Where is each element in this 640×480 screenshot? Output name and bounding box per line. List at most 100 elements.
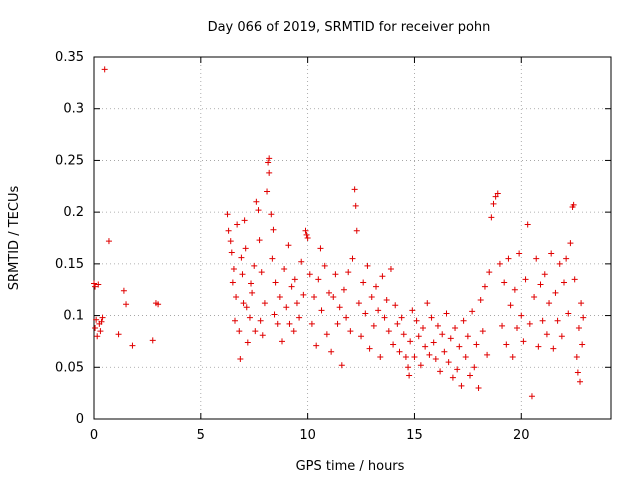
data-point [370, 322, 377, 329]
data-point [149, 337, 156, 344]
data-point [392, 302, 399, 309]
data-point [248, 280, 255, 287]
data-point [101, 66, 108, 73]
data-point [426, 351, 433, 358]
y-axis-label: SRMTID / TECUs [7, 186, 22, 291]
data-point [366, 345, 373, 352]
data-point [441, 348, 448, 355]
data-point [364, 262, 371, 269]
data-point [571, 276, 578, 283]
data-point [578, 300, 585, 307]
data-point [546, 300, 553, 307]
data-point [311, 293, 318, 300]
data-point [303, 231, 310, 238]
data-point [535, 343, 542, 350]
data-point [377, 353, 384, 360]
data-point [580, 314, 587, 321]
data-point [400, 331, 407, 338]
data-point [321, 262, 328, 269]
x-tick-label: 20 [513, 428, 530, 443]
data-point [268, 211, 275, 218]
data-point [413, 317, 420, 324]
data-point [343, 314, 350, 321]
data-point [323, 331, 330, 338]
data-point [573, 353, 580, 360]
data-point [522, 276, 529, 283]
data-point [281, 266, 288, 273]
data-point [486, 269, 493, 276]
data-point [271, 311, 278, 318]
data-point [229, 279, 236, 286]
data-point [381, 314, 388, 321]
data-point [428, 314, 435, 321]
data-point [261, 300, 268, 307]
data-point [452, 324, 459, 331]
data-point [548, 250, 555, 257]
data-point [306, 271, 313, 278]
data-point [432, 356, 439, 363]
data-point [516, 250, 523, 257]
data-point [456, 343, 463, 350]
data-point [352, 202, 359, 209]
data-point [99, 314, 106, 321]
data-point [458, 382, 465, 389]
data-point [447, 335, 454, 342]
data-point [308, 320, 315, 327]
data-point [526, 320, 533, 327]
data-point [355, 300, 362, 307]
data-point [531, 293, 538, 300]
data-point [424, 300, 431, 307]
data-point [225, 227, 232, 234]
data-point [552, 289, 559, 296]
data-point [479, 328, 486, 335]
data-point [328, 348, 335, 355]
data-point [120, 287, 127, 294]
y-tick-label: 0.25 [55, 153, 84, 168]
data-point [556, 260, 563, 267]
data-point [302, 227, 309, 234]
data-point [251, 262, 258, 269]
data-point [318, 307, 325, 314]
data-point [439, 331, 446, 338]
data-point [383, 297, 390, 304]
data-point [349, 255, 356, 262]
data-point [336, 304, 343, 311]
data-point [332, 271, 339, 278]
data-point [533, 255, 540, 262]
y-tick-label: 0.2 [63, 205, 84, 220]
data-point [563, 255, 570, 262]
data-point [313, 342, 320, 349]
data-point [347, 328, 354, 335]
data-point [237, 356, 244, 363]
data-point [241, 217, 248, 224]
data-point [550, 345, 557, 352]
data-point [561, 279, 567, 286]
data-point [345, 269, 352, 276]
data-point [445, 359, 452, 366]
data-point [286, 320, 293, 327]
data-point [296, 314, 303, 321]
data-point [477, 297, 484, 304]
data-point [449, 374, 456, 381]
data-point [362, 310, 369, 317]
data-point [236, 328, 243, 335]
data-point [490, 200, 497, 207]
data-point [92, 324, 99, 331]
data-point [239, 271, 246, 278]
plot-frame [93, 56, 612, 420]
data-point [407, 338, 414, 345]
data-point [415, 333, 422, 340]
data-point [290, 328, 297, 335]
data-point [385, 328, 392, 335]
data-point [537, 281, 544, 288]
data-point [358, 333, 365, 340]
data-point [499, 322, 506, 329]
data-point [249, 289, 256, 296]
data-point [434, 322, 441, 329]
data-point [475, 384, 482, 391]
x-tick-label: 15 [406, 428, 423, 443]
data-point [92, 283, 99, 290]
data-point [243, 304, 250, 311]
data-point [246, 314, 253, 321]
data-point [115, 331, 122, 338]
